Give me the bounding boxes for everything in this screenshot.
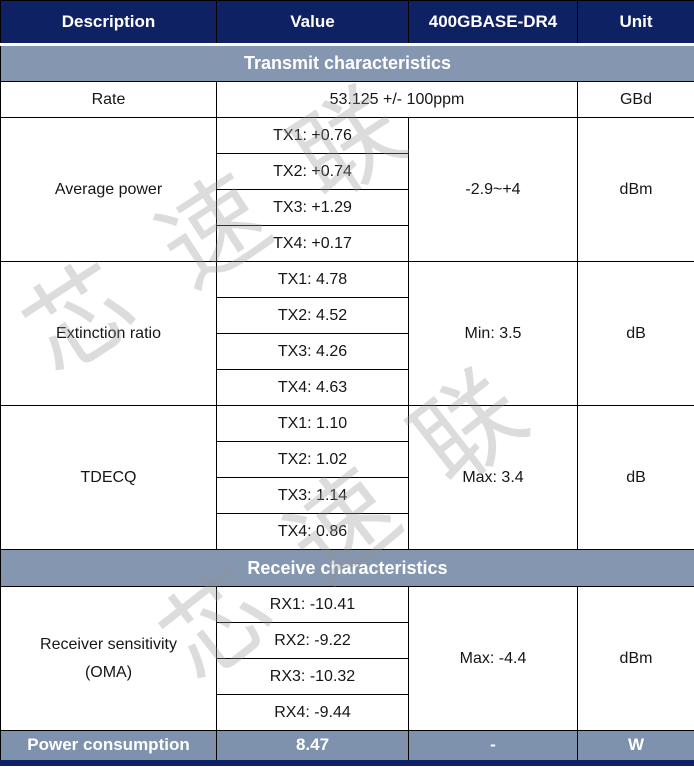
extinction-tx1: TX1: 4.78 [216, 261, 409, 298]
section-transmit: Transmit characteristics [0, 43, 694, 82]
row-tdecq-tx2: TX2: 1.02 [1, 441, 694, 478]
avg-power-tx1: TX1: +0.76 [216, 117, 409, 154]
row-sensitivity-rx1: Receiver sensitivity (OMA) RX1: -10.41 M… [0, 586, 694, 731]
row-tdecq-tx3: TX3: 1.14 [1, 477, 694, 514]
header-value: Value [216, 0, 409, 45]
row-extinction-tx2: TX2: 4.52 [1, 297, 694, 334]
row-tdecq-tx4: TX4: 0.86 [1, 513, 694, 550]
header-unit: Unit [577, 0, 694, 45]
row-tdecq-tx1: TDECQ TX1: 1.10 Max: 3.4 dB [0, 405, 694, 550]
extinction-tx2: TX2: 4.52 [216, 297, 409, 334]
sensitivity-label: Receiver sensitivity (OMA) [0, 586, 217, 731]
row-sensitivity-rx2: RX2: -9.22 [1, 622, 694, 659]
row-extinction-tx3: TX3: 4.26 [1, 333, 694, 370]
sensitivity-spec: Max: -4.4 [408, 586, 578, 731]
rate-label: Rate [0, 81, 217, 118]
avg-power-tx2: TX2: +0.74 [216, 153, 409, 190]
sensitivity-rx2: RX2: -9.22 [216, 622, 409, 659]
power-consumption-value: 8.47 [216, 730, 409, 766]
row-sensitivity-rx4: RX4: -9.44 [1, 694, 694, 731]
avg-power-tx3: TX3: +1.29 [216, 189, 409, 226]
header-description: Description [0, 0, 217, 45]
section-transmit-title: Transmit characteristics [0, 43, 694, 82]
row-sensitivity-rx3: RX3: -10.32 [1, 658, 694, 695]
row-avg-power-tx1: Average power TX1: +0.76 -2.9~+4 dBm [0, 117, 694, 262]
power-consumption-unit: W [577, 730, 694, 766]
row-power-consumption: Power consumption 8.47 - W [0, 730, 694, 766]
tdecq-tx2: TX2: 1.02 [216, 441, 409, 478]
row-avg-power-tx2: TX2: +0.74 [1, 153, 694, 190]
sensitivity-label-line1: Receiver sensitivity [40, 636, 177, 654]
rate-value: 53.125 +/- 100ppm [216, 81, 578, 118]
sensitivity-rx4: RX4: -9.44 [216, 694, 409, 731]
tdecq-tx1: TX1: 1.10 [216, 405, 409, 442]
section-receive: Receive characteristics [0, 549, 694, 587]
extinction-tx4: TX4: 4.63 [216, 369, 409, 406]
avg-power-unit: dBm [577, 117, 694, 262]
sensitivity-rx3: RX3: -10.32 [216, 658, 409, 695]
header-standard: 400GBASE-DR4 [408, 0, 578, 45]
row-rate: Rate 53.125 +/- 100ppm GBd [0, 81, 694, 118]
row-extinction-tx4: TX4: 4.63 [1, 369, 694, 406]
extinction-tx3: TX3: 4.26 [216, 333, 409, 370]
extinction-spec: Min: 3.5 [408, 261, 578, 406]
extinction-unit: dB [577, 261, 694, 406]
power-consumption-spec: - [408, 730, 578, 766]
row-extinction-tx1: Extinction ratio TX1: 4.78 Min: 3.5 dB [0, 261, 694, 406]
header-row: Description Value 400GBASE-DR4 Unit [0, 0, 694, 45]
avg-power-tx4: TX4: +0.17 [216, 225, 409, 262]
avg-power-spec: -2.9~+4 [408, 117, 578, 262]
sensitivity-unit: dBm [577, 586, 694, 731]
tdecq-tx4: TX4: 0.86 [216, 513, 409, 550]
tdecq-label: TDECQ [0, 405, 217, 550]
row-avg-power-tx3: TX3: +1.29 [1, 189, 694, 226]
tdecq-spec: Max: 3.4 [408, 405, 578, 550]
sensitivity-rx1: RX1: -10.41 [216, 586, 409, 623]
rate-unit: GBd [577, 81, 694, 118]
section-receive-title: Receive characteristics [0, 549, 694, 587]
power-consumption-label: Power consumption [0, 730, 217, 766]
tdecq-unit: dB [577, 405, 694, 550]
sensitivity-label-line2: (OMA) [84, 663, 133, 681]
avg-power-label: Average power [0, 117, 217, 262]
extinction-ratio-label: Extinction ratio [0, 261, 217, 406]
tdecq-tx3: TX3: 1.14 [216, 477, 409, 514]
